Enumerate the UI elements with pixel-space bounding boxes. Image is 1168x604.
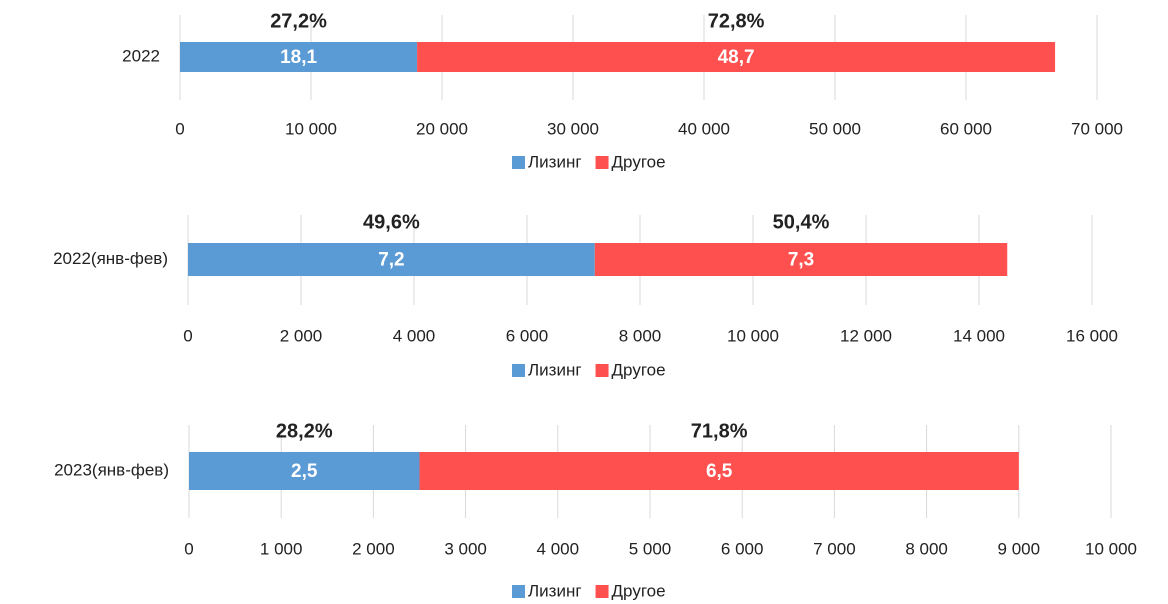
legend-swatch	[595, 364, 609, 377]
legend-swatch	[512, 364, 525, 377]
value-label: 2,5	[291, 461, 318, 482]
share-label: 71,8%	[691, 420, 748, 442]
value-label: 7,2	[378, 250, 404, 271]
value-label: 7,3	[788, 250, 814, 271]
legend-swatch	[512, 156, 525, 169]
x-tick-label: 8 000	[619, 326, 662, 345]
x-tick-label: 40 000	[678, 119, 730, 138]
value-label: 48,7	[718, 47, 755, 68]
legend-label: Другое	[612, 360, 666, 379]
x-tick-label: 0	[184, 539, 193, 558]
share-label: 27,2%	[270, 10, 327, 32]
x-tick-label: 0	[183, 326, 192, 345]
x-tick-label: 7 000	[813, 539, 856, 558]
x-tick-label: 12 000	[840, 326, 892, 345]
bar-segment	[417, 42, 1056, 72]
x-tick-label: 2 000	[352, 539, 395, 558]
x-tick-label: 70 000	[1071, 119, 1123, 138]
x-tick-label: 1 000	[260, 539, 303, 558]
bar-segment	[419, 452, 1019, 490]
x-tick-label: 6 000	[506, 326, 549, 345]
share-label: 49,6%	[363, 211, 420, 233]
x-tick-label: 4 000	[537, 539, 580, 558]
share-label: 50,4%	[773, 211, 830, 233]
legend-swatch	[512, 585, 525, 598]
x-tick-label: 50 000	[809, 119, 861, 138]
bar-segment	[188, 243, 595, 276]
legend-label: Другое	[612, 152, 666, 171]
legend-swatch	[595, 156, 609, 169]
x-tick-label: 6 000	[721, 539, 764, 558]
share-label: 72,8%	[708, 10, 765, 32]
bar-segment	[189, 452, 420, 490]
x-tick-label: 10 000	[285, 119, 337, 138]
share-label: 28,2%	[276, 420, 333, 442]
x-tick-label: 2 000	[280, 326, 323, 345]
bar-segment	[180, 42, 418, 72]
x-tick-label: 14 000	[953, 326, 1005, 345]
bar-segment	[594, 243, 1008, 276]
x-tick-label: 30 000	[547, 119, 599, 138]
x-tick-label: 9 000	[998, 539, 1041, 558]
legend-label: Другое	[612, 581, 666, 600]
category-label: 2022	[122, 46, 160, 65]
x-tick-label: 60 000	[940, 119, 992, 138]
category-label: 2023(янв-фев)	[54, 460, 169, 479]
x-tick-label: 10 000	[1085, 539, 1137, 558]
x-tick-label: 4 000	[393, 326, 436, 345]
x-tick-label: 8 000	[905, 539, 948, 558]
x-tick-label: 3 000	[444, 539, 487, 558]
legend-label: Лизинг	[528, 360, 582, 379]
x-tick-label: 5 000	[629, 539, 672, 558]
legend-label: Лизинг	[528, 581, 582, 600]
value-label: 18,1	[280, 47, 317, 68]
x-tick-label: 20 000	[416, 119, 468, 138]
x-tick-label: 0	[175, 119, 184, 138]
value-label: 6,5	[706, 461, 733, 482]
legend-label: Лизинг	[528, 152, 582, 171]
category-label: 2022(янв-фев)	[53, 249, 168, 268]
x-tick-label: 16 000	[1066, 326, 1118, 345]
legend-swatch	[595, 585, 609, 598]
x-tick-label: 10 000	[727, 326, 779, 345]
